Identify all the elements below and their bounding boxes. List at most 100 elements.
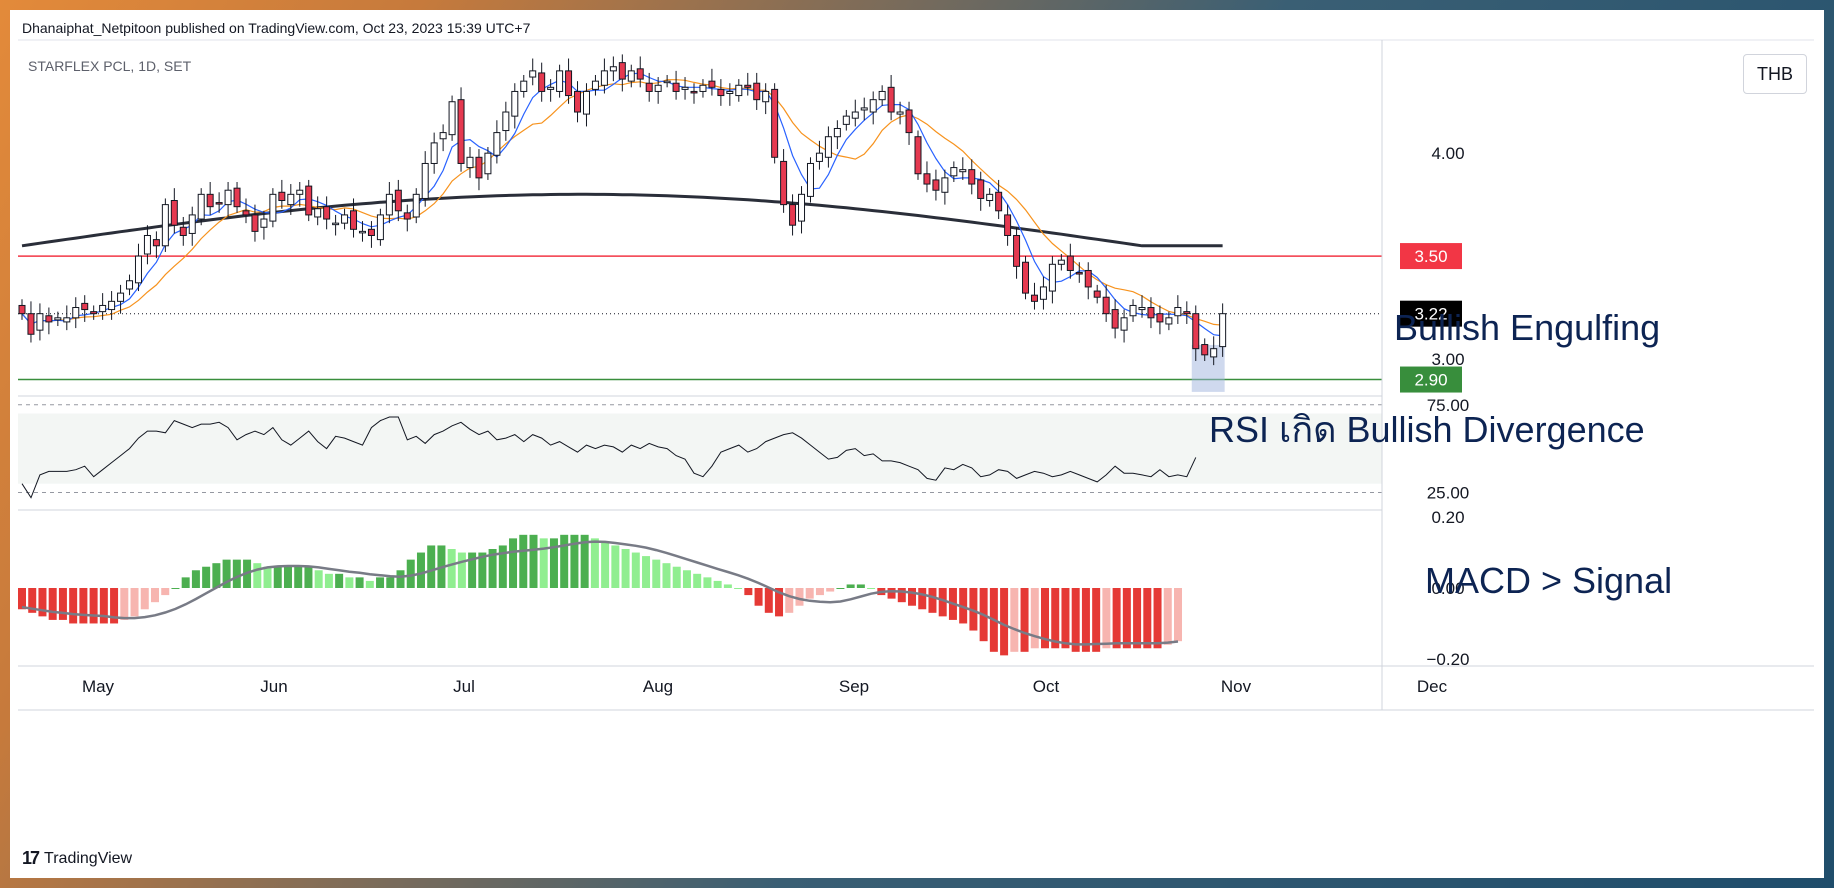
candle-body [547,86,555,90]
macd-histogram-bar [509,538,518,588]
macd-histogram-bar [539,538,548,588]
candle-body [439,132,447,140]
candle-body [1210,348,1218,358]
macd-histogram-bar [468,552,477,588]
last-price-label: 3.22 [1414,305,1447,324]
candle-body [878,90,886,101]
candle-body [278,191,286,202]
candle-body [582,90,590,115]
candle-body [143,234,151,255]
macd-histogram-bar [457,552,466,588]
candle-body [959,169,967,173]
candle-body [735,84,743,97]
time-axis-label: May [82,677,115,696]
macd-histogram-bar [662,563,671,588]
candle-body [188,214,196,234]
macd-histogram-bar [416,552,425,588]
currency-button[interactable]: THB [1743,54,1807,94]
engulfing-annotation: Bullish Engulfing [1394,307,1660,348]
candle-body [63,317,71,323]
candle-body [977,179,985,199]
candle-body [860,107,868,111]
price-tick-label: 3.00 [1431,350,1464,369]
chart-card: Dhanaiphat_Netpitoon published on Tradin… [10,10,1824,878]
macd-histogram-bar [447,549,456,588]
macd-histogram-bar [1020,588,1029,652]
candle-body [905,109,913,134]
candle-body [1013,234,1021,267]
macd-histogram-bar [775,588,784,617]
macd-histogram-bar [1122,588,1131,649]
tradingview-brand[interactable]: 17 TradingView [22,848,132,869]
macd-histogram-bar [918,588,927,610]
macd-histogram-bar [1143,588,1152,649]
macd-histogram-bar [335,573,344,588]
macd-tick-label: −0.20 [1426,650,1469,669]
candle-body [986,193,994,202]
candle-body [305,185,313,216]
macd-histogram-bar [345,577,354,588]
macd-histogram-bar [1061,588,1070,649]
candle-body [744,84,752,88]
candle-body [1156,313,1164,323]
candle-body [90,311,98,315]
macd-histogram-bar [1163,588,1172,645]
macd-histogram-bar [355,577,364,588]
candle-body [1174,307,1182,317]
time-axis-label: Sep [839,677,869,696]
candle-body [636,68,644,80]
macd-histogram-bar [703,577,712,588]
last-price-badge [1400,300,1462,327]
candle-body [762,90,770,103]
candle-body [1057,259,1065,265]
symbol-label: STARFLEX PCL, 1D, SET [28,58,192,74]
tradingview-logo-icon: 17 [22,848,40,868]
candle-body [385,193,393,216]
macd-histogram-bar [130,588,139,617]
candle-body [645,82,653,92]
macd-histogram-bar [1010,588,1019,652]
macd-histogram-bar [283,566,292,588]
candle-body [798,193,806,222]
published-header: Dhanaiphat_Netpitoon published on Tradin… [22,20,531,36]
candle-body [824,136,832,158]
candle-body [1147,307,1155,319]
macd-histogram-bar [498,545,507,588]
macd-histogram-bar [631,552,640,588]
candle-body [1004,214,1012,236]
macd-histogram-bar [1092,588,1101,652]
candle-body [242,210,250,216]
macd-histogram-bar [1051,588,1060,649]
macd-tick-label: 0.20 [1431,508,1464,527]
candle-body [609,66,617,72]
candle-body [18,304,26,315]
candle-body [887,86,895,113]
candle-body [923,173,931,185]
candle-body [233,187,241,208]
macd-histogram-bar [120,588,129,620]
candle-body [108,300,116,311]
candle-body [126,280,134,290]
candle-body [36,313,44,331]
candle-body [484,152,492,175]
chart-svg[interactable]: 4.00 3.00 3.50 2.90 3.22 75.00 25.00 0.20 0.00 −0… [10,10,1824,878]
candle-body [99,304,107,313]
macd-histogram-bar [38,588,47,617]
candle-body [215,202,223,205]
candle-body [1165,317,1173,325]
candle-body [412,193,420,218]
candle-body [842,115,850,125]
candle-body [152,239,160,247]
candle-body [1039,286,1047,300]
time-axis-label: Jun [260,677,287,696]
macd-histogram-bar [181,577,190,588]
candle-body [296,189,304,195]
candle-body [726,90,734,95]
candle-body [869,99,877,113]
candle-body [170,200,178,226]
macd-histogram-bar [478,552,487,588]
macd-histogram-bar [232,559,241,588]
macd-histogram-bar [273,566,282,588]
candle-body [1030,294,1038,302]
candle-body [851,111,859,119]
